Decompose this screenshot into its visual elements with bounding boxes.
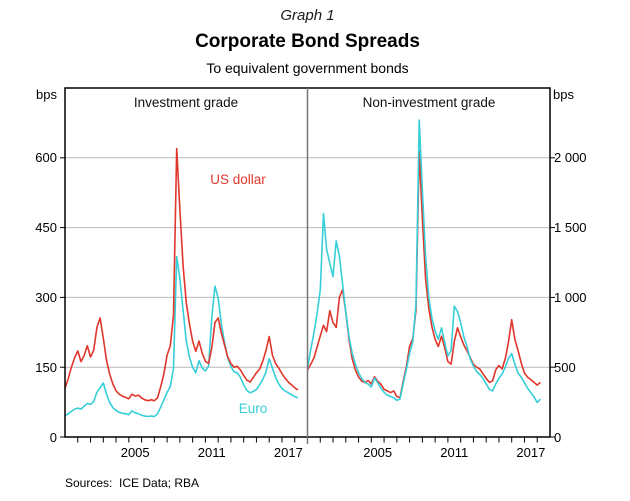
left-axis-unit-label: bps	[36, 87, 57, 102]
right-axis-tick-label: 0	[554, 429, 562, 445]
series-line-us-dollar	[64, 147, 299, 402]
left-axis-tick-label: 0	[49, 429, 57, 445]
x-axis-year-label: 2011	[440, 445, 469, 460]
chart-title: Corporate Bond Spreads	[195, 31, 420, 52]
left-axis-tick-label: 600	[35, 150, 57, 166]
x-axis-year-label: 2005	[363, 445, 393, 460]
panel-title-non-investment-grade: Non-investment grade	[362, 95, 496, 110]
right-axis-tick-label: 500	[554, 359, 576, 375]
x-axis-year-label: 2017	[516, 445, 546, 460]
series-line-euro	[306, 119, 541, 404]
chart-subtitle: To equivalent government bonds	[206, 60, 409, 76]
x-axis-year-label: 2005	[120, 445, 150, 460]
right-axis-tick-label: 1 000	[554, 289, 587, 305]
euro-series-label: Euro	[238, 401, 268, 416]
right-axis-tick-label: 1 500	[554, 220, 587, 236]
left-axis-tick-label: 450	[35, 220, 57, 236]
graph-number-label: Graph 1	[280, 7, 335, 24]
left-axis-tick-label: 300	[35, 289, 57, 305]
x-axis-year-label: 2017	[273, 445, 303, 460]
right-axis-tick-label: 2 000	[554, 150, 587, 166]
panel-title-investment-grade: Investment grade	[133, 95, 239, 110]
source-note: Sources: ICE Data; RBA	[65, 476, 200, 490]
left-axis-tick-label: 150	[35, 359, 57, 375]
us-dollar-series-label: US dollar	[210, 172, 266, 187]
x-axis-year-label: 2011	[197, 445, 226, 460]
right-axis-unit-label: bps	[553, 87, 574, 102]
series-line-us-dollar	[306, 150, 541, 399]
series-line-euro	[64, 255, 299, 418]
